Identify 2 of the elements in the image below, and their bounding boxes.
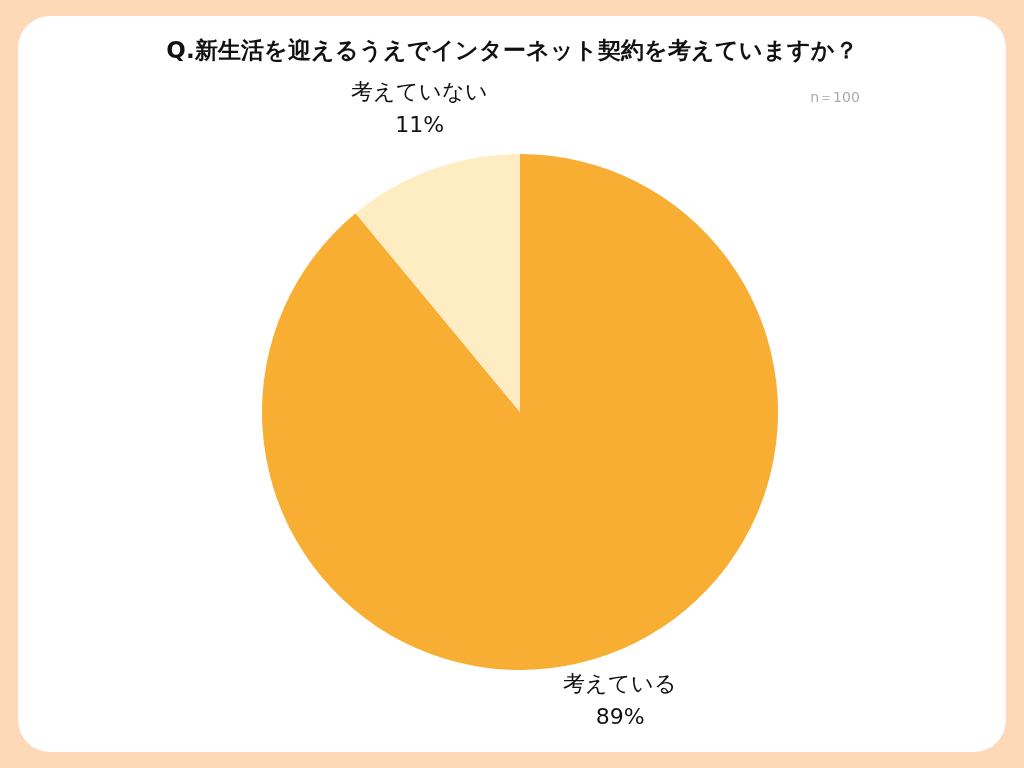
chart-title: Q.新生活を迎えるうえでインターネット契約を考えていますか？	[166, 37, 858, 63]
text: n＝100	[810, 89, 860, 105]
